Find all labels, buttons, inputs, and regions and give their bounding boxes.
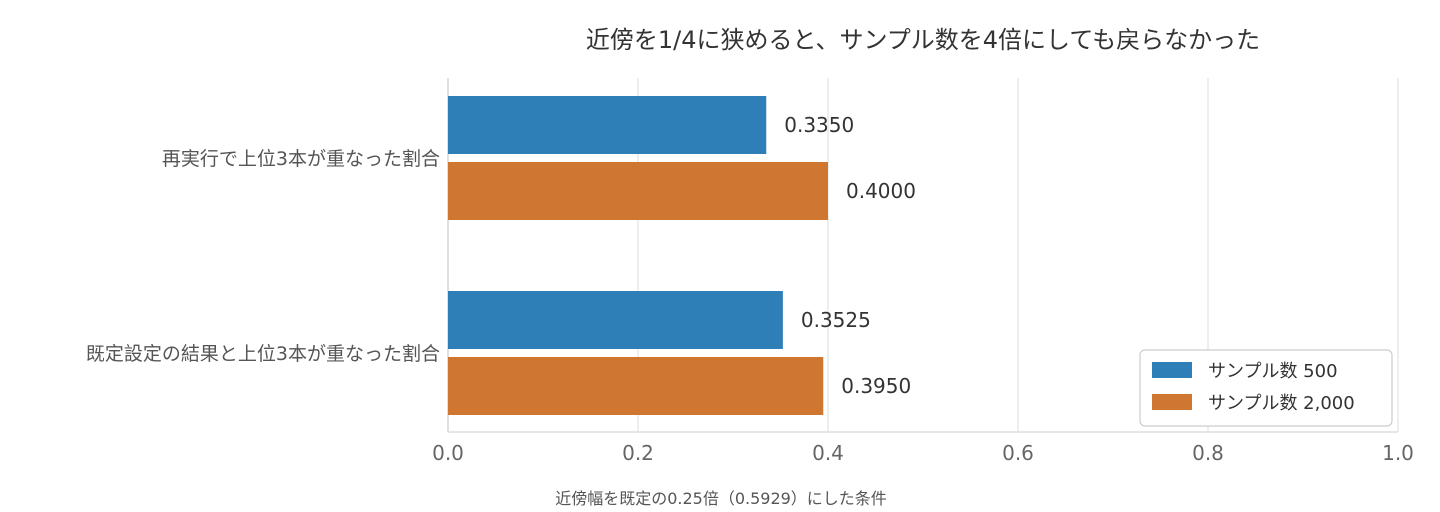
legend-swatch (1152, 394, 1192, 410)
x-tick-label: 0.2 (622, 441, 654, 465)
bar (448, 162, 828, 220)
chart-title: 近傍を1/4に狭めると、サンプル数を4倍にしても戻らなかった (586, 26, 1260, 54)
x-axis-label: 近傍幅を既定の0.25倍（0.5929）にした条件 (555, 489, 887, 508)
legend-box (1139, 349, 1393, 427)
bar (448, 357, 824, 415)
bar-value-label: 0.4000 (846, 179, 916, 203)
legend-swatch (1152, 362, 1192, 378)
bars: 0.3350 0.4000 0.3525 0.3950 (448, 96, 916, 415)
legend-label: サンプル数 2,000 (1208, 393, 1355, 414)
x-tick-label: 0.0 (432, 441, 464, 465)
legend: サンプル数 500 サンプル数 2,000 (1139, 349, 1393, 427)
category-label: 再実行で上位3本が重なった割合 (162, 148, 440, 170)
x-tick-label: 0.6 (1002, 441, 1034, 465)
x-tick-label: 1.0 (1382, 441, 1414, 465)
x-ticks: 0.0 0.2 0.4 0.6 0.8 1.0 (432, 441, 1414, 465)
x-tick-label: 0.8 (1192, 441, 1224, 465)
bar (448, 291, 783, 349)
bar-value-label: 0.3350 (784, 113, 854, 137)
legend-label: サンプル数 500 (1208, 361, 1338, 382)
category-label: 既定設定の結果と上位3本が重なった割合 (86, 343, 440, 365)
bar (448, 96, 767, 154)
bar-value-label: 0.3950 (841, 374, 911, 398)
bar-value-label: 0.3525 (801, 308, 871, 332)
x-tick-label: 0.4 (812, 441, 844, 465)
